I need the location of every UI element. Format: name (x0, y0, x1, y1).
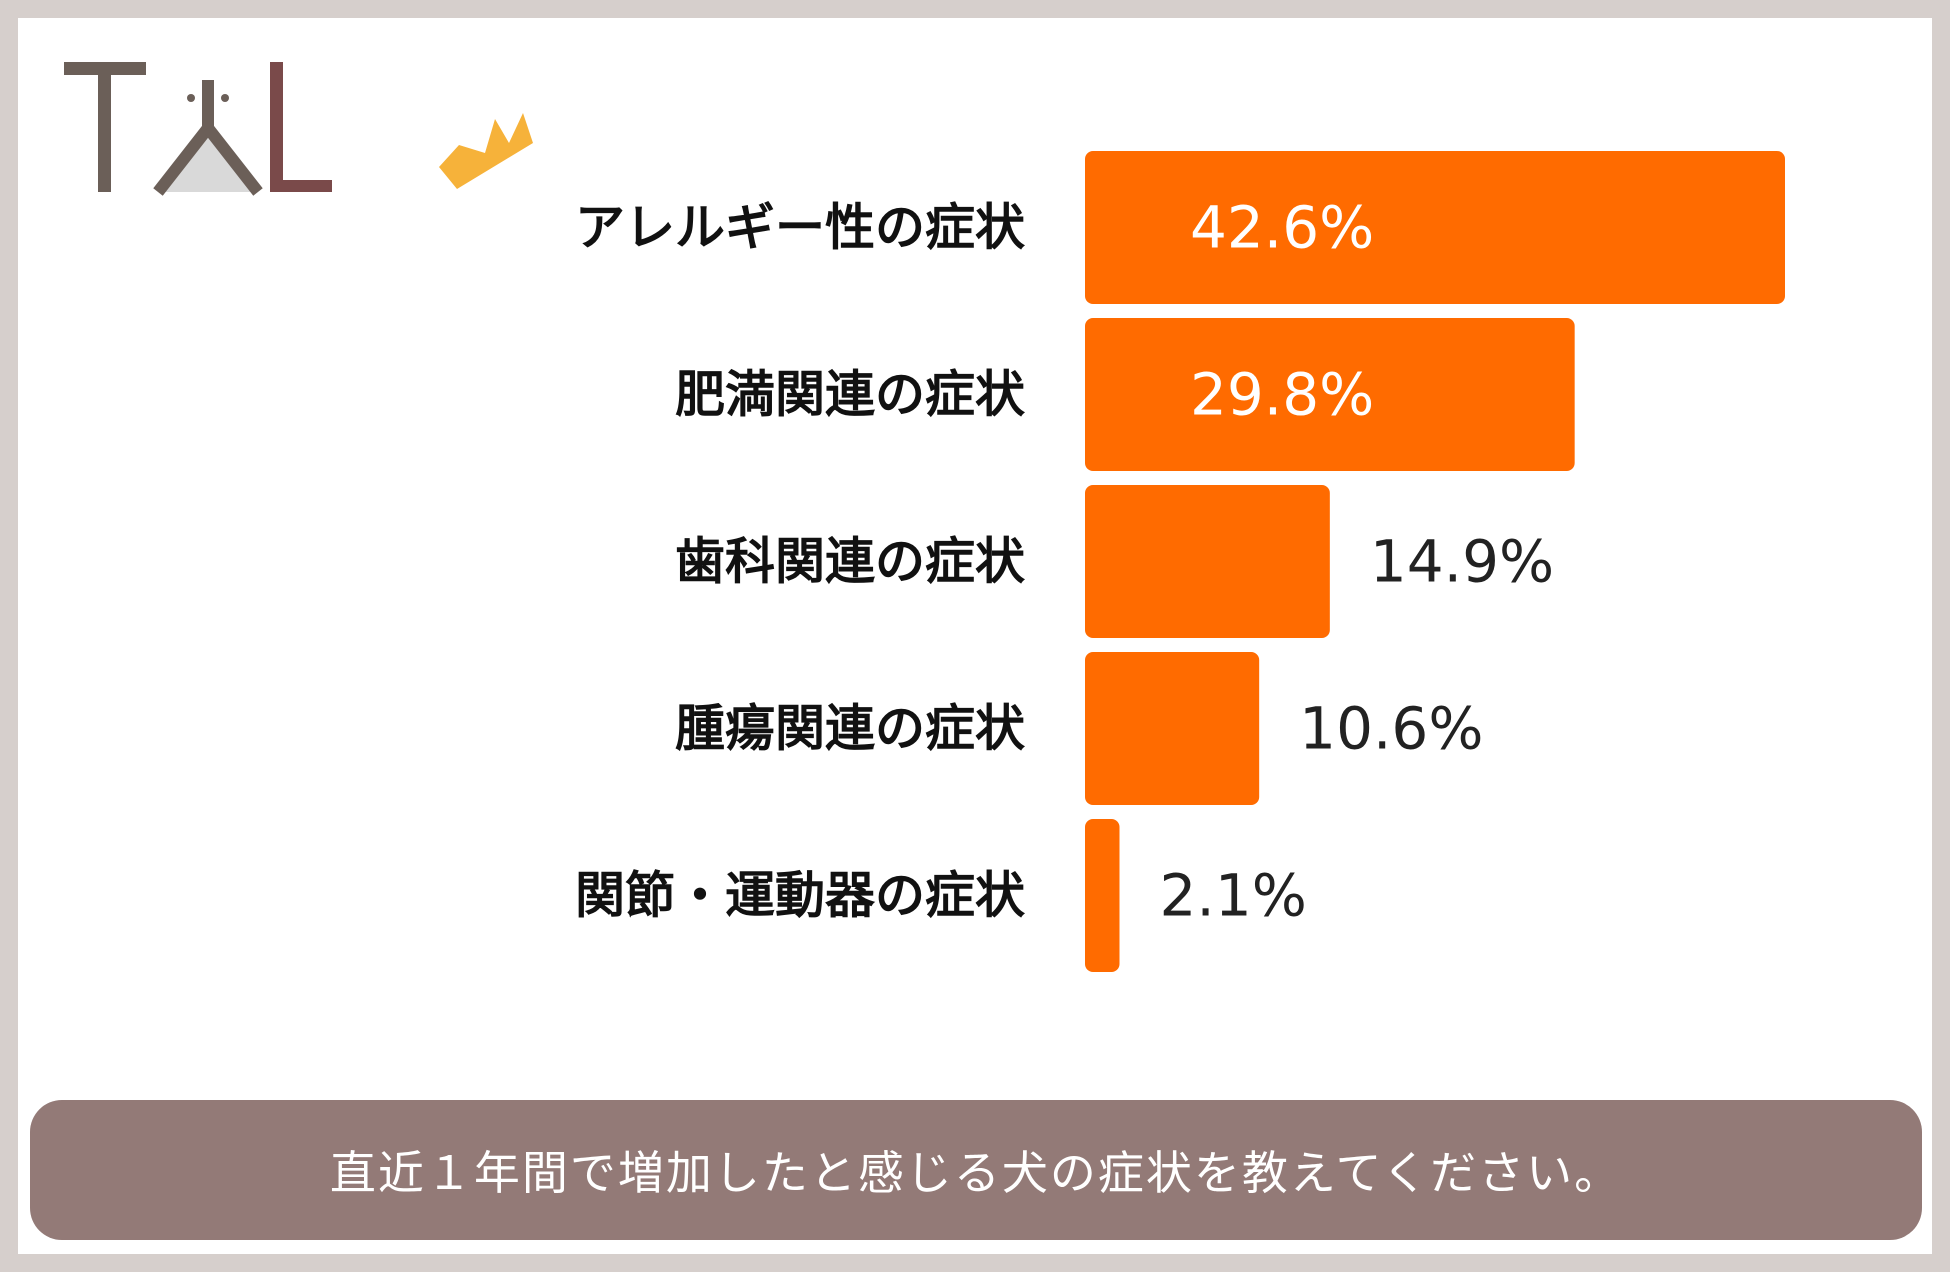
category-label-1: 肥満関連の症状 (675, 366, 1026, 424)
category-label-0: アレルギー性の症状 (575, 199, 1026, 257)
value-label-3: 10.6% (1299, 695, 1483, 763)
bar-2 (1085, 485, 1330, 638)
bar-1 (1085, 318, 1575, 471)
value-label-1: 29.8% (1190, 361, 1374, 429)
footer-banner: 直近１年間で増加したと感じる犬の症状を教えてください。 (30, 1100, 1922, 1240)
category-label-2: 歯科関連の症状 (675, 533, 1026, 591)
bar-4 (1085, 819, 1120, 972)
tal-logo-icon (64, 62, 332, 196)
footer-caption: 直近１年間で増加したと感じる犬の症状を教えてください。 (329, 1146, 1623, 1200)
category-label-3: 腫瘍関連の症状 (675, 700, 1026, 758)
bar-3 (1085, 652, 1260, 805)
category-label-4: 関節・運動器の症状 (575, 867, 1026, 925)
value-label-2: 14.9% (1370, 528, 1554, 596)
crown-icon (439, 113, 533, 189)
bar-0 (1085, 151, 1785, 304)
value-label-4: 2.1% (1160, 862, 1307, 930)
value-label-0: 42.6% (1190, 194, 1374, 262)
